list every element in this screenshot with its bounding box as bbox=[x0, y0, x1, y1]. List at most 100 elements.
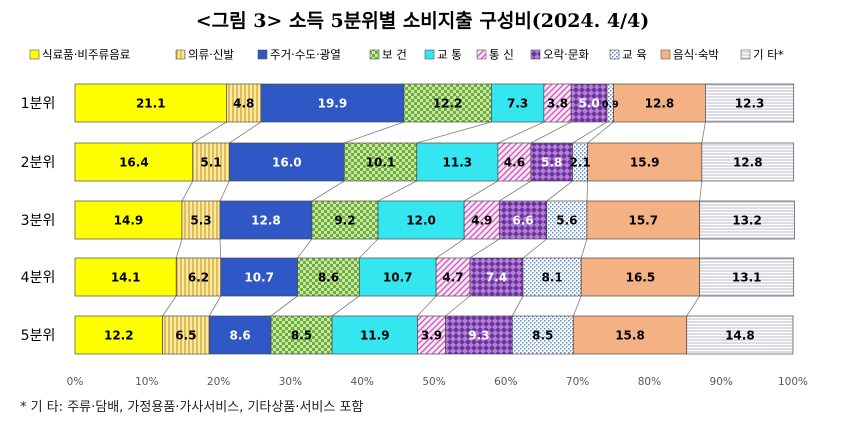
bar-segment bbox=[260, 83, 405, 123]
data-labels: 1분위 21.1 4.8 19.9 12.2 7.3 3.8 5.0 0.9 12.8 12.3 2분… bbox=[21, 96, 765, 344]
bar-segment bbox=[74, 315, 163, 355]
legend-swatch bbox=[175, 49, 186, 60]
connector-line bbox=[175, 238, 183, 259]
bar-segment bbox=[74, 200, 183, 240]
x-tick-label: 40% bbox=[351, 376, 374, 388]
bar-segment bbox=[311, 200, 379, 240]
category-label: 2분위 bbox=[21, 155, 56, 171]
data-label: 4.8 bbox=[233, 97, 254, 111]
x-tick-label: 0% bbox=[67, 376, 84, 388]
x-tick-label: 80% bbox=[638, 376, 661, 388]
bar-segment bbox=[220, 257, 298, 297]
connector-line bbox=[463, 180, 499, 202]
connector-line bbox=[572, 121, 608, 144]
bar-segment bbox=[435, 257, 471, 297]
legend-label: 통 신 bbox=[489, 48, 514, 62]
legend-label: 의류·신발 bbox=[188, 48, 234, 62]
connector-line bbox=[546, 180, 573, 202]
connector-line bbox=[435, 238, 465, 259]
chart-title: <그림 3> 소득 5분위별 소비지출 구성비(2024. 4/4) bbox=[195, 10, 650, 32]
bar-segment bbox=[699, 200, 795, 240]
data-label: 4.6 bbox=[504, 156, 525, 170]
connector-line bbox=[192, 121, 227, 144]
data-label: 6.5 bbox=[175, 329, 196, 343]
legend-swatch bbox=[424, 49, 435, 60]
x-axis: 0% 10% 20% 30% 40% 50% 60% 70% 80% 90% 100% bbox=[67, 376, 808, 388]
x-tick-label: 60% bbox=[494, 376, 517, 388]
connector-line bbox=[586, 180, 589, 202]
bar-segment bbox=[175, 257, 222, 297]
bar-segment bbox=[705, 83, 795, 123]
connector-line bbox=[297, 238, 313, 259]
bar-segment bbox=[358, 257, 437, 297]
data-label: 8.5 bbox=[532, 329, 553, 343]
legend-swatch bbox=[609, 49, 620, 60]
connector-line bbox=[344, 121, 404, 144]
x-tick-label: 30% bbox=[279, 376, 302, 388]
connector-line bbox=[377, 180, 417, 202]
data-label: 6.6 bbox=[512, 214, 533, 228]
connector-line bbox=[701, 121, 706, 144]
bar-segment bbox=[445, 315, 513, 355]
data-label: 19.9 bbox=[318, 97, 348, 111]
data-label: 10.7 bbox=[244, 271, 274, 285]
connector-line bbox=[699, 180, 703, 202]
connector-line bbox=[497, 121, 545, 144]
category-label: 1분위 bbox=[21, 96, 56, 112]
data-label: 8.5 bbox=[291, 329, 312, 343]
bar-segment bbox=[580, 257, 701, 297]
data-label: 2.1 bbox=[569, 156, 590, 170]
footnote: * 기 타: 주류·담배, 가정용품·가사서비스, 기타상품·서비스 포함 bbox=[20, 400, 364, 415]
data-label: 12.8 bbox=[645, 97, 675, 111]
data-label: 12.3 bbox=[735, 97, 765, 111]
data-label: 7.4 bbox=[486, 271, 507, 285]
data-label: 3.8 bbox=[547, 97, 568, 111]
bar-segment bbox=[570, 83, 608, 123]
data-label: 12.2 bbox=[104, 329, 134, 343]
bar-segment bbox=[469, 257, 524, 297]
data-label: 15.9 bbox=[630, 156, 660, 170]
bar-segment bbox=[74, 142, 194, 182]
connector-line bbox=[359, 238, 379, 259]
data-label: 16.4 bbox=[119, 156, 149, 170]
data-label: 3.9 bbox=[421, 329, 442, 343]
bar-segment bbox=[701, 142, 795, 182]
data-label: 14.8 bbox=[725, 329, 755, 343]
bar-segment bbox=[530, 142, 573, 182]
data-label: 5.3 bbox=[190, 214, 211, 228]
data-label: 10.7 bbox=[383, 271, 413, 285]
category-label: 5분위 bbox=[21, 328, 56, 344]
bar-segment bbox=[587, 142, 703, 182]
bar-segment bbox=[543, 83, 572, 123]
bar-segment bbox=[74, 257, 177, 297]
bar-segment bbox=[686, 315, 794, 355]
connector-line bbox=[580, 238, 588, 259]
data-label: 9.2 bbox=[334, 214, 355, 228]
data-label: 13.2 bbox=[732, 214, 762, 228]
bar-segment bbox=[416, 142, 499, 182]
connector-line bbox=[219, 238, 222, 259]
data-label: 4.7 bbox=[442, 271, 463, 285]
bar-segment bbox=[192, 142, 230, 182]
bars bbox=[74, 83, 795, 355]
connector-line bbox=[445, 295, 471, 317]
bar-segment bbox=[229, 142, 345, 182]
data-label: 4.9 bbox=[471, 214, 492, 228]
data-label: 7.3 bbox=[507, 97, 528, 111]
legend: 식료품·비주류음료 의류·신발 주거·수도·광열 보 건 교 통 통 신 오락·문화 교 육 음… bbox=[29, 48, 784, 62]
legend-swatch bbox=[476, 49, 487, 60]
data-label: 10.1 bbox=[366, 156, 396, 170]
data-label: 15.8 bbox=[615, 329, 645, 343]
connector-line bbox=[270, 295, 298, 317]
data-label: 5.0 bbox=[578, 97, 599, 111]
connector-line bbox=[511, 295, 524, 317]
connector-line bbox=[572, 295, 582, 317]
x-tick-label: 70% bbox=[566, 376, 589, 388]
x-tick-label: 90% bbox=[710, 376, 733, 388]
data-label: 11.9 bbox=[360, 329, 390, 343]
connector-line bbox=[219, 180, 230, 202]
connector-lines bbox=[162, 121, 706, 317]
connector-line bbox=[587, 121, 614, 144]
legend-swatch bbox=[369, 49, 380, 60]
connector-line bbox=[417, 295, 437, 317]
